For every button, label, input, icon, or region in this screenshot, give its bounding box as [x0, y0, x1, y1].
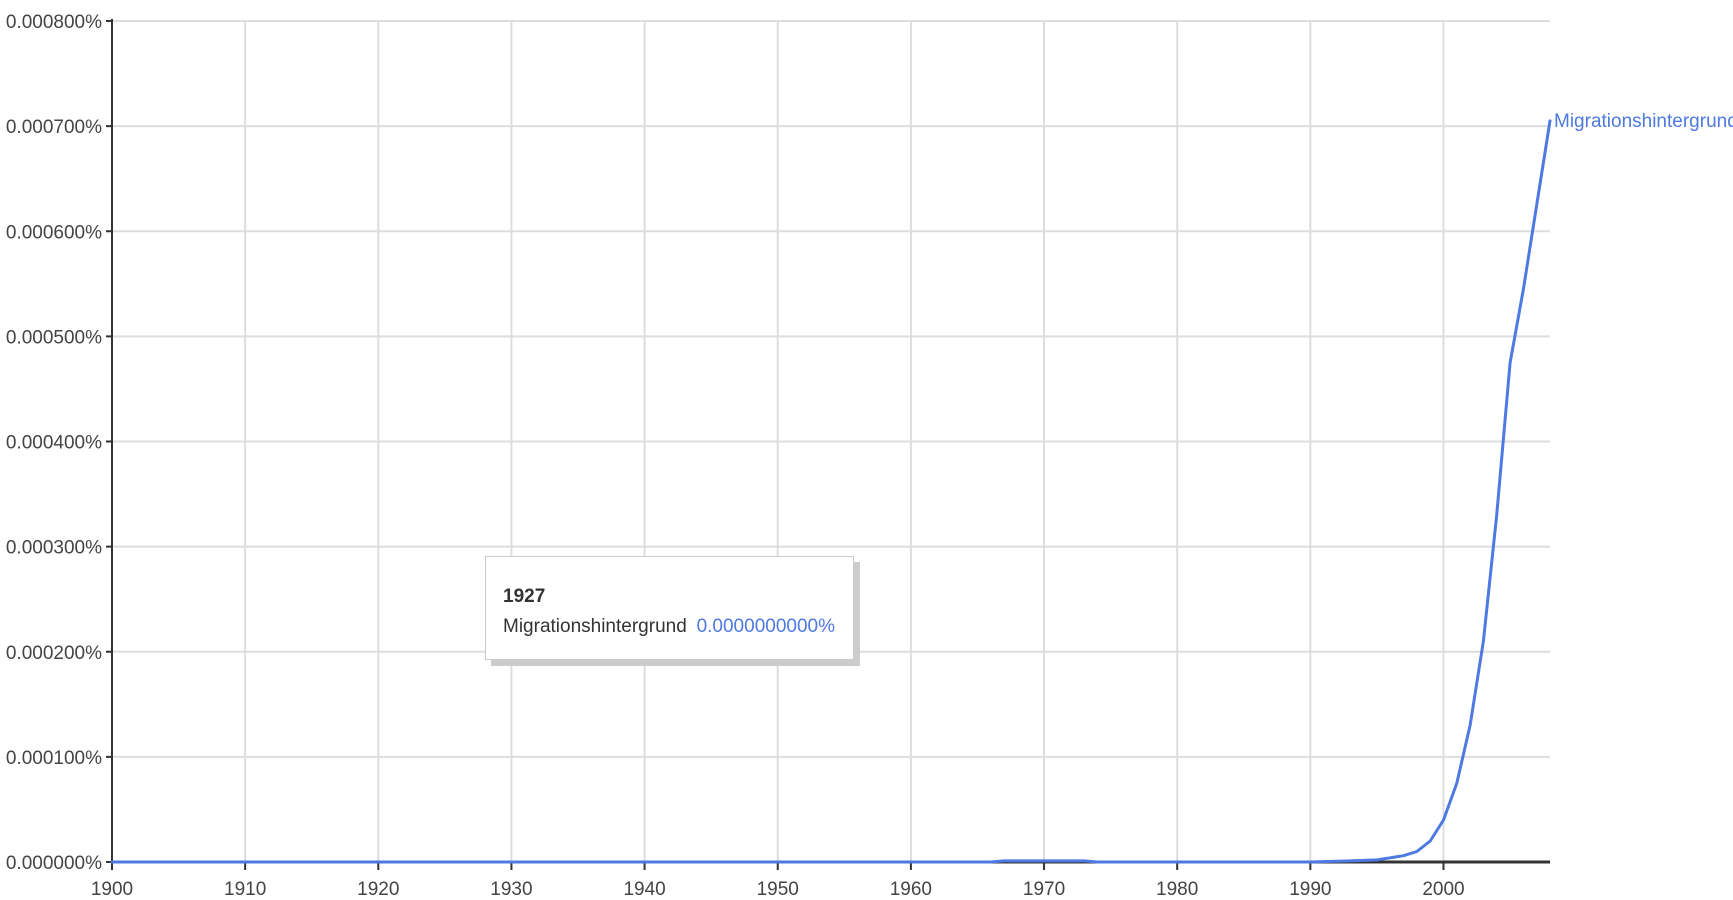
y-tick-label: 0.000200% — [6, 643, 102, 664]
y-tick-label: 0.000500% — [6, 327, 102, 348]
series-lines — [110, 119, 1552, 864]
tooltip-year: 1927 — [503, 586, 546, 607]
x-tick-label: 1940 — [623, 879, 665, 900]
x-tick-label: 1910 — [224, 879, 266, 900]
y-tick-label: 0.000400% — [6, 433, 102, 454]
tooltip-series-name: Migrationshintergrund — [503, 616, 687, 637]
x-tick-label: 1950 — [757, 879, 799, 900]
series-end-labels[interactable]: Migrationshintergrund — [1554, 111, 1733, 132]
x-tick-label: 1900 — [91, 879, 133, 900]
y-tick-label: 0.000700% — [6, 117, 102, 138]
x-tick-label: 1960 — [890, 879, 932, 900]
series-end-label[interactable]: Migrationshintergrund — [1554, 111, 1733, 132]
y-axis-tick-labels: 0.000000% 0.000100% 0.000200% 0.000300% 0.00… — [6, 12, 102, 874]
axes — [106, 19, 1550, 870]
y-tick-label: 0.000000% — [6, 853, 102, 874]
y-tick-label: 0.000300% — [6, 538, 102, 559]
tooltip-series-value: 0.0000000000% — [696, 616, 835, 637]
y-tick-label: 0.000100% — [6, 748, 102, 769]
hover-tooltip: 1927 Migrationshintergrund 0.0000000000% — [485, 556, 854, 660]
x-tick-label: 1930 — [490, 879, 532, 900]
x-tick-label: 2000 — [1422, 879, 1464, 900]
x-tick-label: 1970 — [1023, 879, 1065, 900]
x-tick-label: 1980 — [1156, 879, 1198, 900]
x-tick-label: 1920 — [357, 879, 399, 900]
series-line[interactable] — [110, 119, 1552, 864]
y-tick-label: 0.000600% — [6, 222, 102, 243]
x-tick-label: 1990 — [1289, 879, 1331, 900]
x-axis-tick-labels: 1900 1910 1920 1930 1940 1950 1960 1970 1980 1990… — [91, 879, 1465, 900]
grid-lines — [112, 20, 1550, 862]
y-tick-label: 0.000800% — [6, 12, 102, 33]
